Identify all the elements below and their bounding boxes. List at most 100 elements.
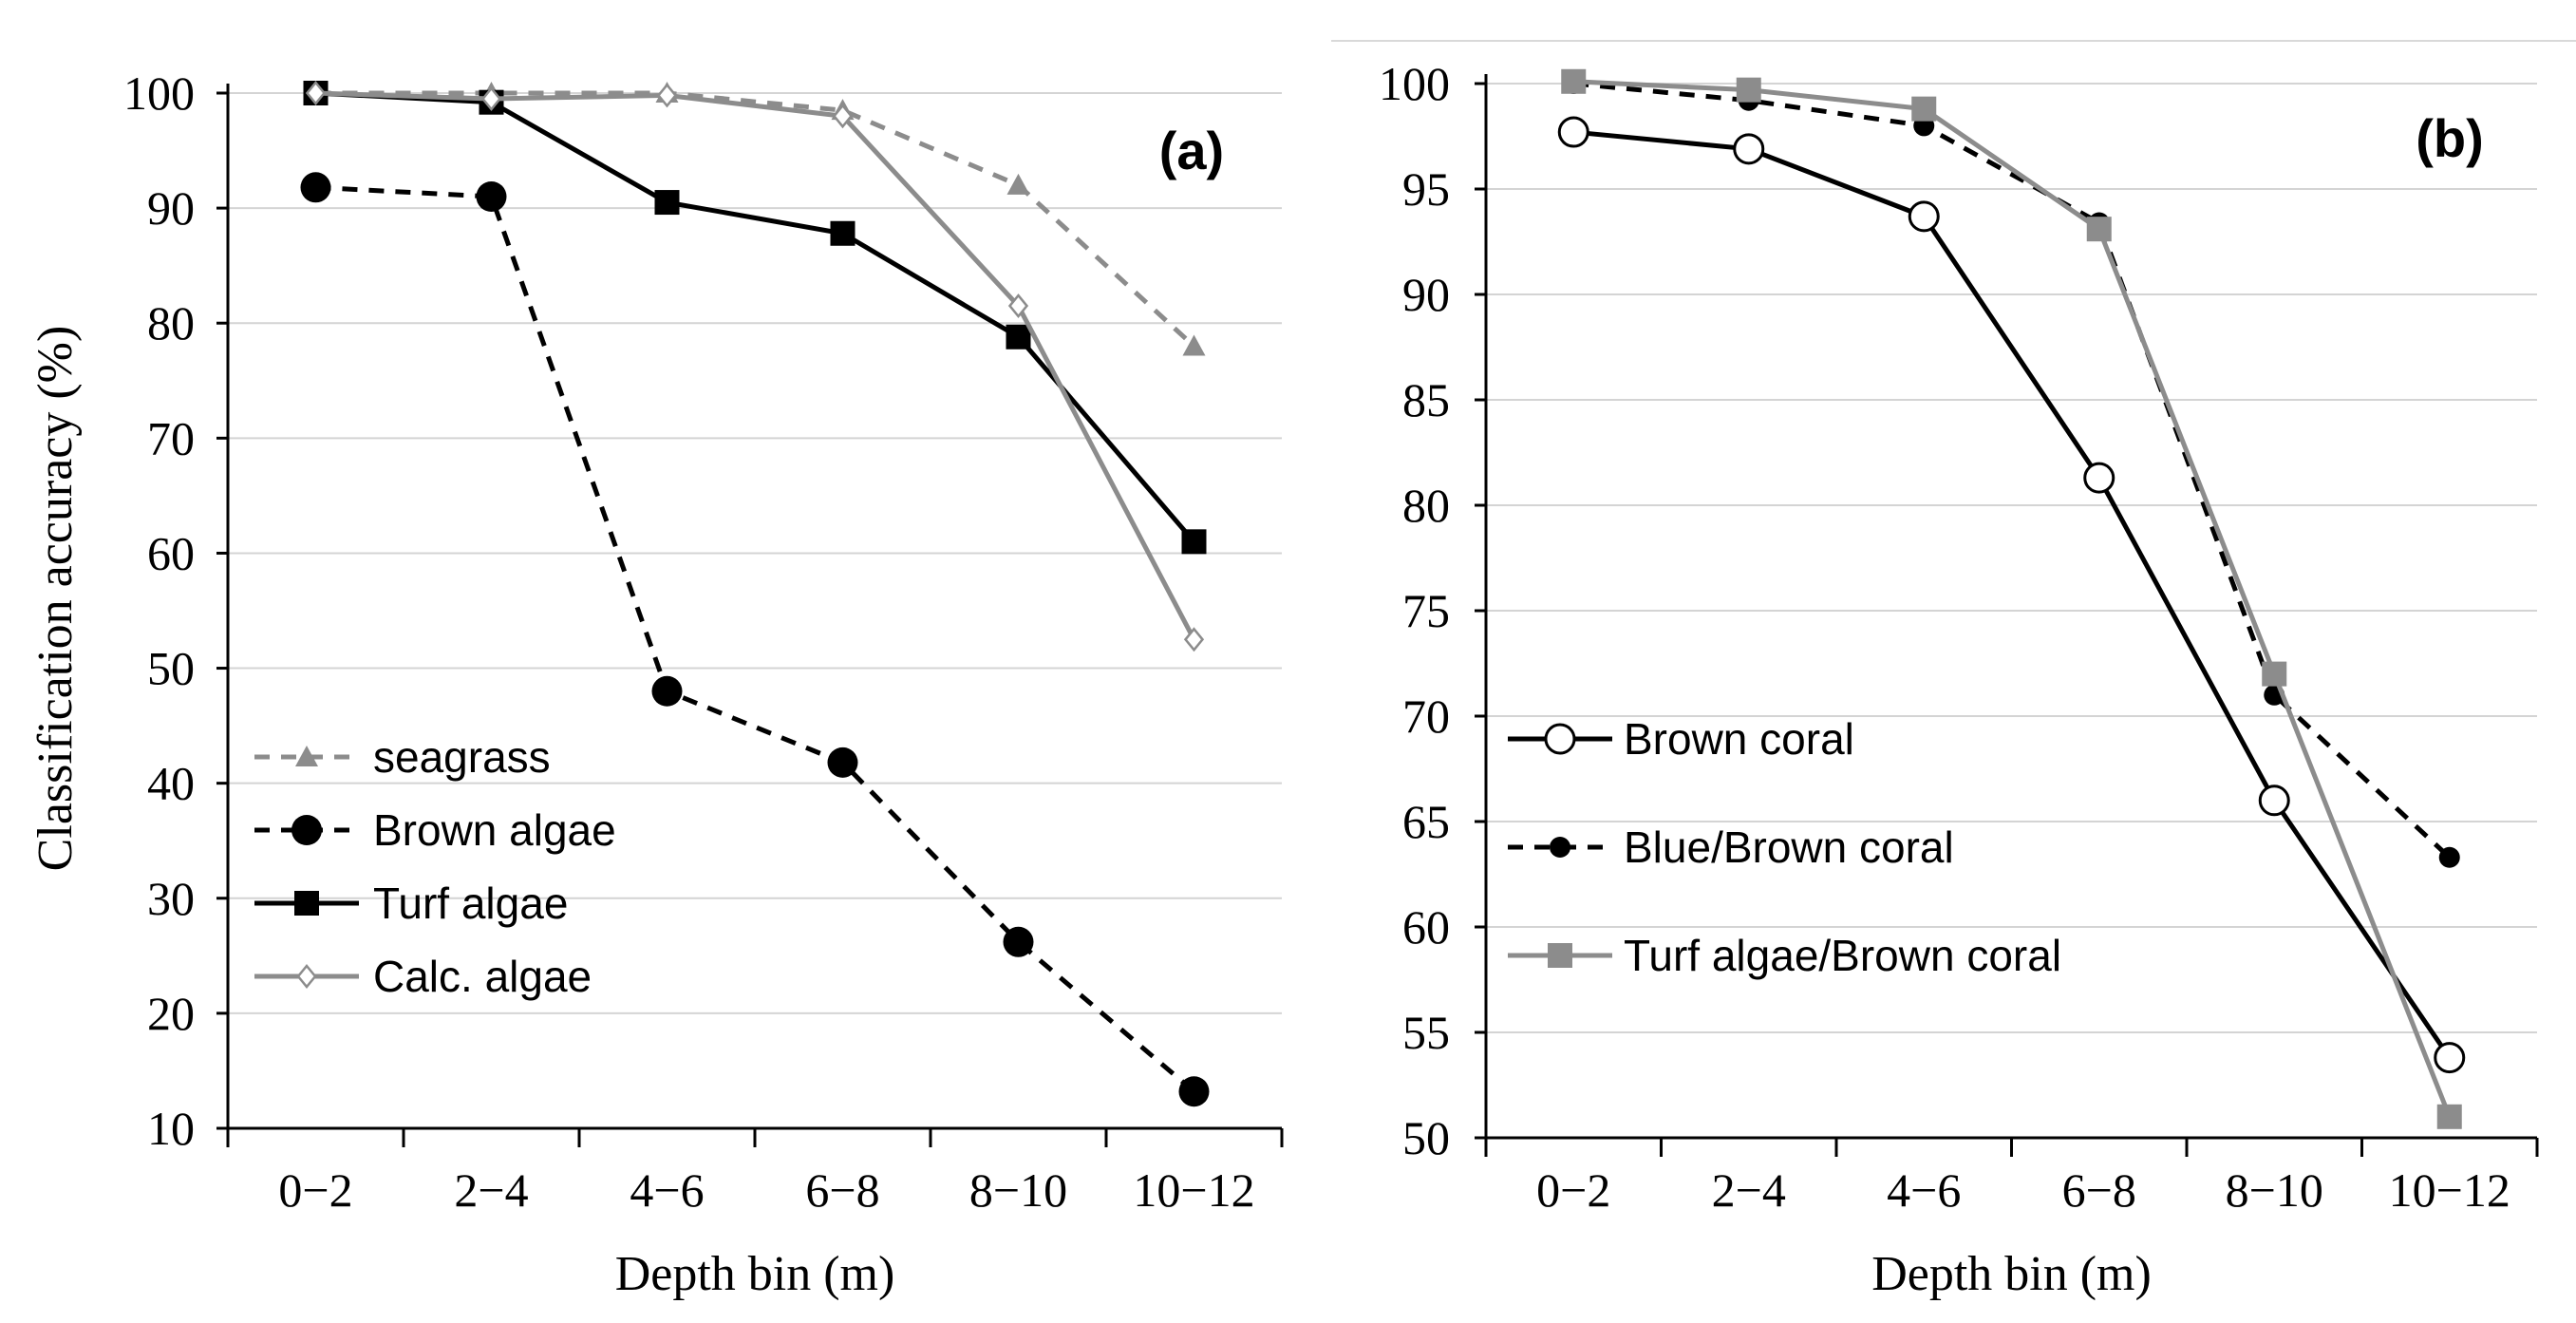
data-point-calc-algae	[305, 81, 327, 105]
x-tick-label: 8−10	[2226, 1163, 2323, 1217]
series-calc-algae	[305, 81, 1205, 652]
legend-label: Blue/Brown coral	[1624, 822, 1954, 872]
y-tick-label: 80	[147, 296, 195, 350]
y-tick-label: 85	[1402, 373, 1450, 426]
y-tick-label: 50	[1402, 1111, 1450, 1164]
data-point-seagrass	[1006, 173, 1030, 195]
series-turf-algae	[303, 81, 1207, 555]
legend-marker	[296, 964, 317, 989]
legend-marker	[294, 891, 319, 916]
legend-marker	[1544, 723, 1576, 755]
series-line-calc-algae	[315, 90, 1196, 641]
chart-panel-b: 100 95 90 85 80 75 70 65 60 55 50 0−2 2−4 4−6 6−8 8−10 1…	[1379, 57, 2539, 1301]
data-point-calc-algae	[480, 86, 502, 112]
legend-marker	[291, 815, 322, 845]
x-tick-label: 6−8	[805, 1163, 879, 1217]
panel-label: (b)	[2416, 108, 2484, 168]
data-point-turf-algae-brown-coral	[2262, 661, 2287, 687]
data-point-turf-algae-brown-coral	[1911, 96, 1937, 122]
data-point-brown-algae	[476, 181, 507, 212]
x-tick-label: 0−2	[278, 1163, 352, 1217]
data-point-blue-brown-coral	[2438, 846, 2460, 868]
data-point-turf-algae	[830, 220, 856, 246]
x-tick-label: 2−4	[454, 1163, 528, 1217]
y-tick-label: 90	[147, 181, 195, 235]
panel-label: (a)	[1159, 121, 1224, 180]
y-tick-label: 70	[147, 411, 195, 464]
x-tick-label: 10−12	[2389, 1163, 2510, 1217]
y-tick-label: 100	[1379, 57, 1450, 110]
data-point-turf-algae	[1181, 529, 1207, 555]
series-brown-algae	[300, 172, 1210, 1107]
y-tick-label: 60	[1402, 900, 1450, 954]
legend-marker	[1550, 837, 1570, 858]
x-tick-label: 8−10	[969, 1163, 1067, 1217]
data-point-turf-algae-brown-coral	[1561, 68, 1587, 94]
series-line-brown-coral	[1573, 129, 2452, 1060]
data-point-calc-algae	[656, 83, 678, 108]
y-tick-label: 100	[123, 66, 195, 120]
data-point-brown-algae	[827, 747, 858, 778]
data-point-brown-coral	[2434, 1042, 2466, 1074]
y-tick-label: 95	[1402, 162, 1450, 216]
data-point-turf-algae	[654, 190, 680, 216]
y-tick-label: 55	[1402, 1006, 1450, 1059]
data-point-brown-coral	[2083, 462, 2115, 494]
data-point-turf-algae-brown-coral	[1736, 77, 1761, 103]
y-tick-label: 30	[147, 872, 195, 925]
series-line-turf-algae-brown-coral	[1573, 79, 2453, 1118]
y-axis-title: Classification accuracy (%)	[28, 326, 83, 872]
y-tick-label: 75	[1402, 584, 1450, 637]
data-point-calc-algae	[1183, 627, 1205, 652]
chart-panel-a: 100 90 80 70 60 50 40 30 20 10 0−2 2−4 4−6 6−8 8−10 10−…	[28, 66, 1284, 1301]
y-tick-label: 60	[147, 526, 195, 579]
data-point-seagrass	[1182, 334, 1206, 356]
data-point-turf-algae-brown-coral	[2436, 1104, 2462, 1129]
x-tick-label: 0−2	[1536, 1163, 1610, 1217]
legend-entry-brown-algae: Brown algae	[254, 805, 616, 855]
legend-label: Turf algae/Brown coral	[1624, 931, 2061, 980]
data-point-turf-algae	[1006, 324, 1031, 350]
data-point-calc-algae	[1007, 293, 1029, 319]
data-point-brown-algae	[1003, 926, 1034, 957]
x-axis-title: Depth bin (m)	[1871, 1247, 2152, 1301]
legend-label: Brown coral	[1624, 714, 1854, 764]
y-tick-label: 40	[147, 757, 195, 810]
y-tick-label: 50	[147, 642, 195, 695]
legend-label: Brown algae	[373, 805, 616, 855]
x-tick-label: 6−8	[2062, 1163, 2136, 1217]
x-tick-label: 4−6	[630, 1163, 704, 1217]
series-line-brown-algae	[315, 184, 1196, 1094]
x-tick-label: 4−6	[1887, 1163, 1961, 1217]
y-tick-label: 90	[1402, 268, 1450, 321]
legend-entry-calc-algae: Calc. algae	[254, 952, 592, 1001]
data-point-calc-algae	[832, 104, 854, 129]
legend-entry-seagrass: seagrass	[254, 732, 551, 782]
x-tick-label: 10−12	[1133, 1163, 1254, 1217]
y-tick-label: 70	[1402, 690, 1450, 743]
data-point-brown-coral	[1908, 200, 1940, 233]
data-point-brown-coral	[1733, 133, 1765, 165]
series-line-turf-algae	[315, 90, 1196, 543]
y-tick-label: 10	[147, 1102, 195, 1155]
legend-entry-blue-brown-coral: Blue/Brown coral	[1508, 822, 1954, 872]
y-tick-label: 80	[1402, 479, 1450, 532]
legend-marker	[1548, 943, 1572, 968]
data-point-brown-coral	[2258, 784, 2290, 817]
data-point-brown-algae	[1178, 1076, 1210, 1107]
data-point-brown-coral	[1557, 116, 1589, 148]
y-tick-label: 65	[1402, 795, 1450, 848]
series-brown-coral	[1557, 116, 2466, 1074]
x-axis-title: Depth bin (m)	[615, 1247, 895, 1301]
series-line-blue-brown-coral	[1573, 81, 2452, 860]
series-turf-algae-brown-coral	[1561, 68, 2462, 1129]
legend-label: seagrass	[373, 732, 551, 782]
legend-marker	[295, 746, 318, 766]
data-point-turf-algae-brown-coral	[2086, 217, 2112, 242]
legend-entry-brown-coral: Brown coral	[1508, 714, 1854, 764]
data-point-brown-algae	[651, 675, 683, 707]
legend-label: Turf algae	[373, 879, 568, 928]
y-tick-label: 20	[147, 987, 195, 1040]
series-line-seagrass	[315, 90, 1196, 349]
x-tick-label: 2−4	[1712, 1163, 1786, 1217]
